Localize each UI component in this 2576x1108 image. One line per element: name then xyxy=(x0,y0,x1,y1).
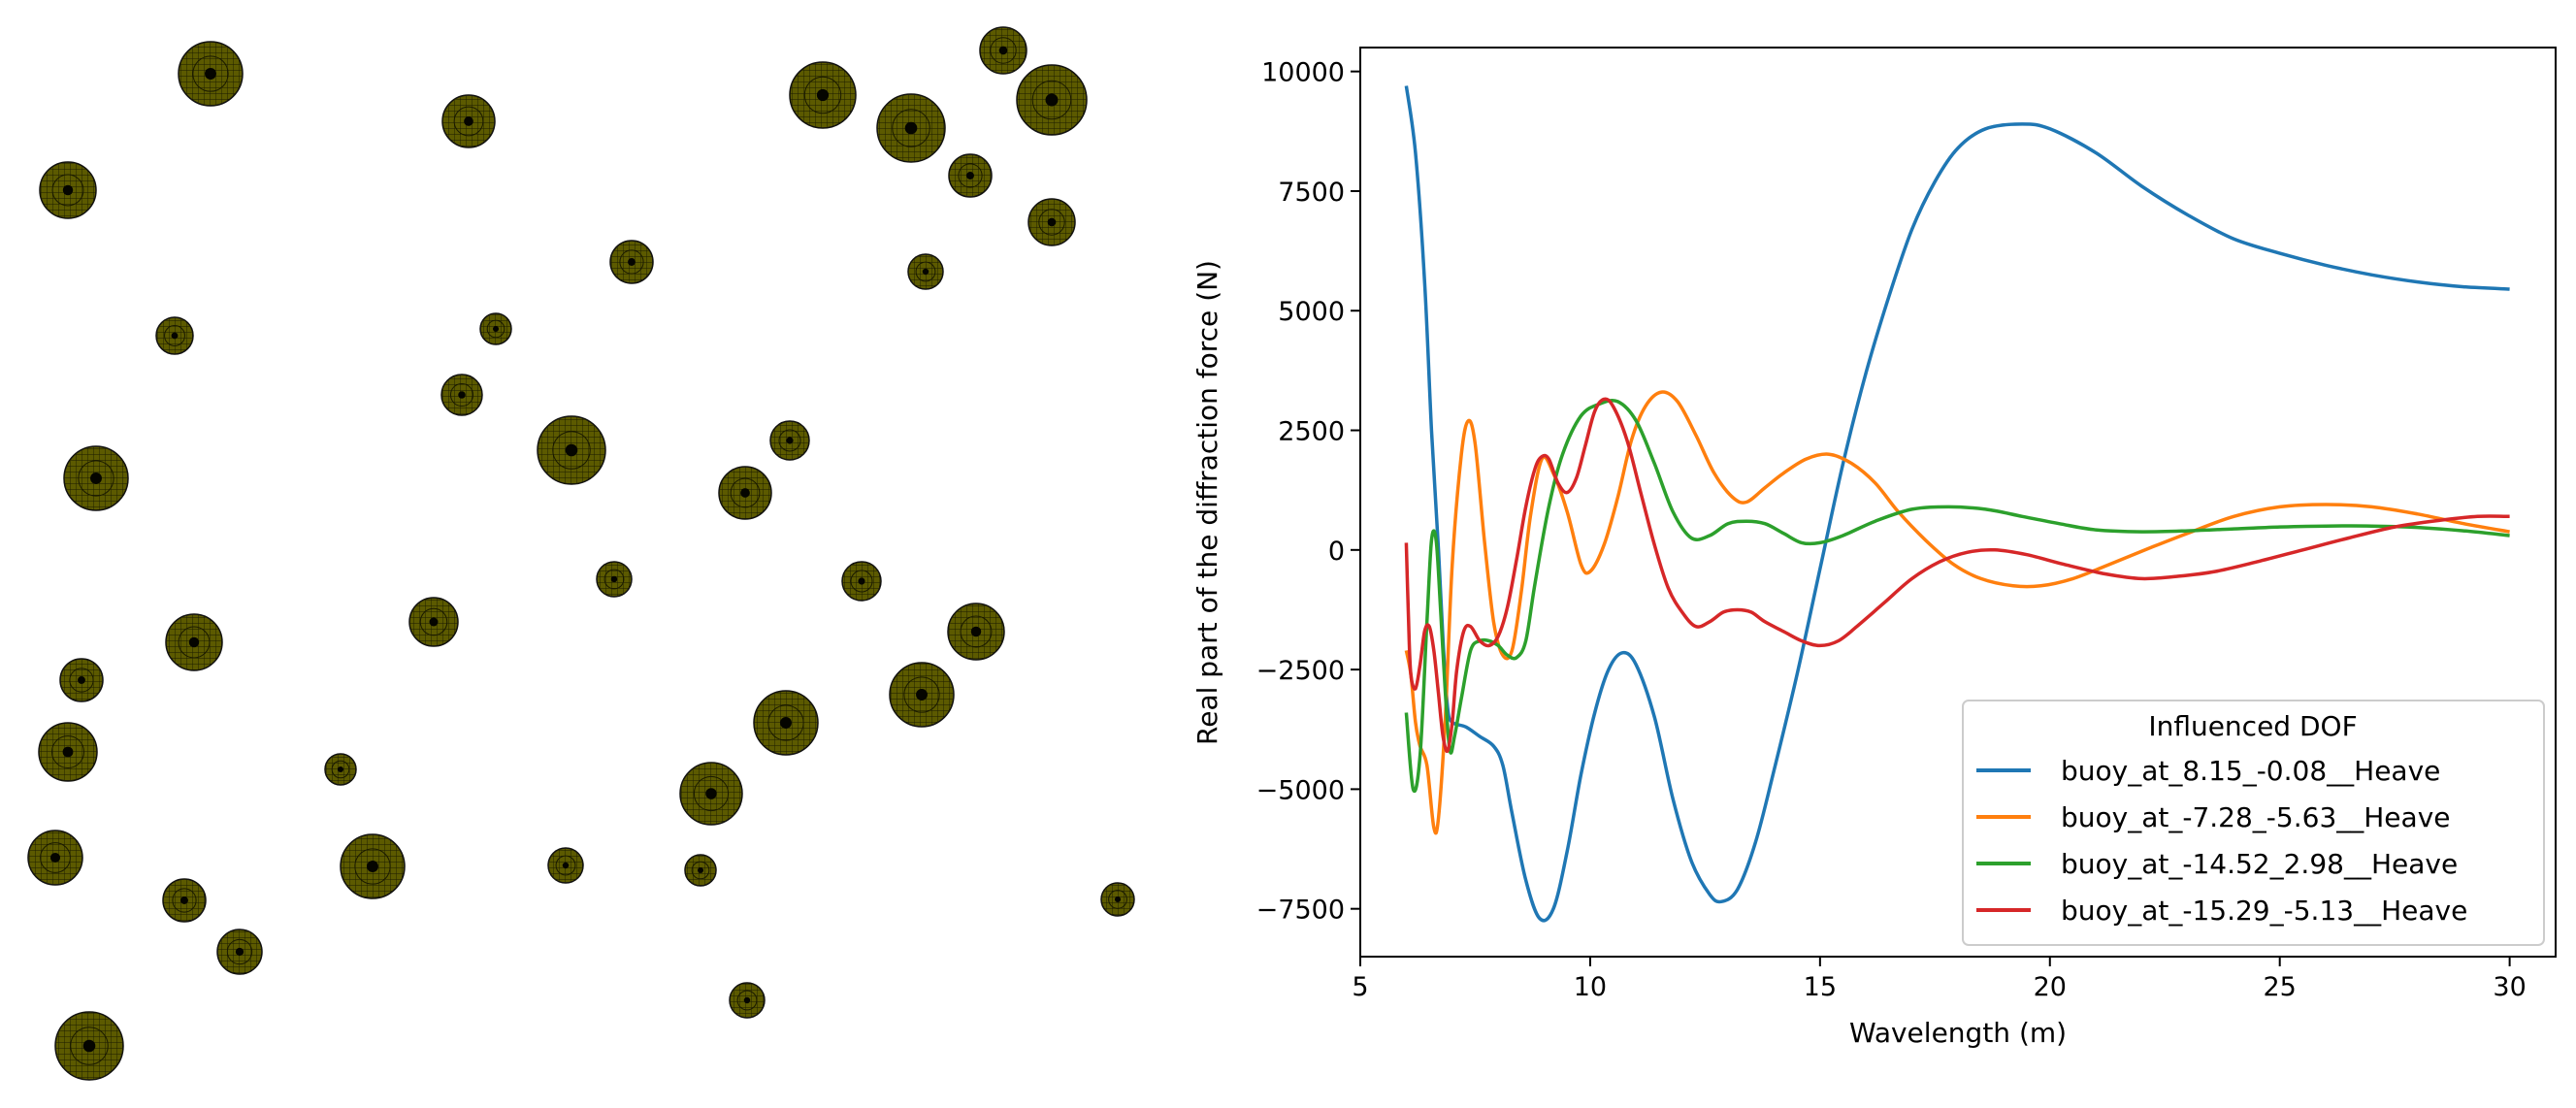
y-tick-label: −5000 xyxy=(1256,775,1345,805)
buoy-37 xyxy=(54,1011,124,1081)
legend-label: buoy_at_-7.28_-5.63__Heave xyxy=(2061,801,2451,833)
buoy-24 xyxy=(59,658,104,702)
buoy-33 xyxy=(684,854,717,887)
buoy-12 xyxy=(155,316,194,355)
y-tick-label: −2500 xyxy=(1256,656,1345,686)
legend-label: buoy_at_-14.52_2.98__Heave xyxy=(2061,848,2458,880)
y-tick-label: 0 xyxy=(1328,537,1345,567)
buoy-7 xyxy=(39,161,97,219)
buoy-32 xyxy=(547,847,584,884)
buoy-6 xyxy=(1016,64,1088,136)
legend-label: buoy_at_-15.29_-5.13__Heave xyxy=(2061,895,2467,927)
buoy-5 xyxy=(876,93,946,163)
buoy-22 xyxy=(947,603,1005,661)
buoy-36 xyxy=(216,929,263,975)
x-axis-label: Wavelength (m) xyxy=(1849,1017,2067,1049)
buoy-29 xyxy=(679,762,743,826)
buoy-21 xyxy=(165,613,223,671)
buoy-35 xyxy=(1100,882,1135,917)
buoy-group xyxy=(27,26,1135,1081)
buoy-19 xyxy=(596,561,633,598)
series-lines xyxy=(1404,85,2510,923)
buoy-27 xyxy=(38,722,98,782)
y-tick-label: 7500 xyxy=(1278,178,1345,208)
legend-box xyxy=(1962,700,2545,946)
legend-title: Influenced DOF xyxy=(2148,710,2357,742)
x-tick-label: 5 xyxy=(1352,972,1368,1002)
buoy-2 xyxy=(441,94,496,148)
buoy-20 xyxy=(841,561,882,602)
plot-frame xyxy=(1359,47,2557,958)
buoy-31 xyxy=(340,833,406,899)
buoy-17 xyxy=(718,466,772,520)
buoy-13 xyxy=(479,312,512,345)
y-axis-label: Real part of the diffraction force (N) xyxy=(1191,260,1223,745)
buoy-3 xyxy=(979,26,1027,75)
legend-entry-2: buoy_at_-7.28_-5.63__Heave xyxy=(1976,801,2451,833)
legend-entry-3: buoy_at_-14.52_2.98__Heave xyxy=(1976,848,2458,880)
legend-entry-4: buoy_at_-15.29_-5.13__Heave xyxy=(1976,895,2467,927)
buoy-16 xyxy=(769,420,810,461)
y-tick-label: 5000 xyxy=(1278,297,1345,327)
legend-label: buoy_at_8.15_-0.08__Heave xyxy=(2061,755,2440,787)
x-tick-label: 20 xyxy=(2034,972,2067,1002)
buoy-4 xyxy=(789,61,857,129)
x-tick-label: 15 xyxy=(1804,972,1837,1002)
buoy-28 xyxy=(324,753,357,786)
x-tick-label: 25 xyxy=(2264,972,2297,1002)
buoy-38 xyxy=(729,982,766,1019)
x-tick-label: 10 xyxy=(1574,972,1607,1002)
buoy-30 xyxy=(27,830,83,886)
series-line-1 xyxy=(1404,85,2510,923)
buoy-1 xyxy=(178,41,244,107)
y-tick-label: 10000 xyxy=(1261,58,1345,88)
buoy-26 xyxy=(753,690,819,756)
buoy-15 xyxy=(537,415,606,485)
buoy-34 xyxy=(162,878,207,923)
buoy-14 xyxy=(440,374,483,416)
buoy-9 xyxy=(1027,198,1076,246)
legend-entries: buoy_at_8.15_-0.08__Heave buoy_at_-7.28_-… xyxy=(1976,755,2467,927)
buoy-8 xyxy=(948,153,993,198)
buoy-11 xyxy=(907,253,944,290)
buoy-field-plot xyxy=(27,26,1135,1081)
x-tick-label: 30 xyxy=(2493,972,2526,1002)
buoy-23 xyxy=(408,597,459,647)
buoy-25 xyxy=(889,662,955,728)
series-line-4 xyxy=(1404,397,2510,754)
legend-entry-1: buoy_at_8.15_-0.08__Heave xyxy=(1976,755,2440,787)
y-tick-label: 2500 xyxy=(1278,417,1345,447)
legend: Influenced DOF buoy_at_8.15_-0.08__Heave… xyxy=(1962,700,2545,946)
buoy-10 xyxy=(609,240,654,284)
y-tick-label: −7500 xyxy=(1256,896,1345,926)
x-axis: 5 10 15 20 25 30 xyxy=(1352,957,2527,1002)
y-axis: −7500 −5000 −2500 0 2500 5000 7500 10000 xyxy=(1256,58,1360,926)
buoy-18 xyxy=(63,445,129,511)
